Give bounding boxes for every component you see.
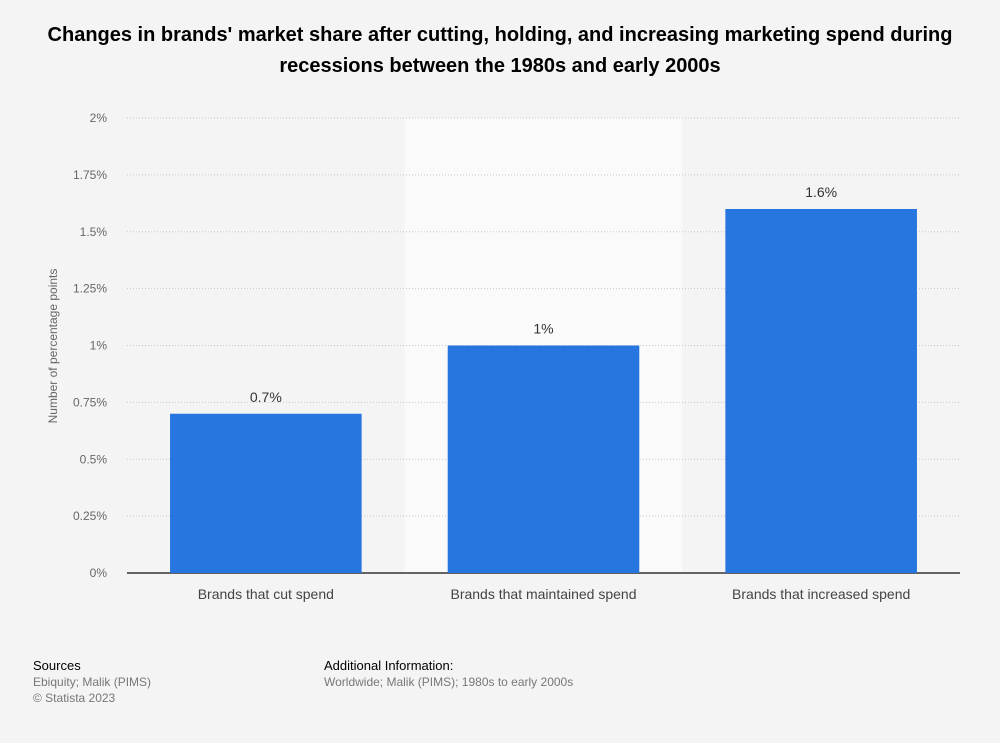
- y-tick-label: 1%: [90, 339, 108, 353]
- data-label: 0.7%: [250, 389, 282, 405]
- chart-title: Changes in brands' market share after cu…: [47, 24, 953, 77]
- bar-chart: 0% 0.25% 0.5% 0.75% 1% 1.25% 1.5% 1.75% 2% 0.7% B…: [46, 111, 960, 602]
- y-tick-label: 0.25%: [73, 509, 107, 523]
- y-tick-label: 0%: [90, 566, 108, 580]
- copyright-text: © Statista 2023: [33, 691, 116, 705]
- bar[interactable]: [170, 413, 362, 573]
- data-label: 1%: [533, 321, 553, 337]
- sources-text: Ebiquity; Malik (PIMS): [33, 675, 152, 689]
- sources-block: Sources Ebiquity; Malik (PIMS) © Statist…: [33, 658, 151, 706]
- y-tick-label: 1.25%: [73, 282, 107, 296]
- additional-info-text: Worldwide; Malik (PIMS); 1980s to early …: [324, 675, 574, 689]
- y-tick-label: 1.75%: [73, 168, 107, 182]
- additional-info-heading: Additional Information:: [324, 658, 454, 673]
- y-tick-label: 1.5%: [80, 225, 108, 239]
- bar-layer: [170, 209, 917, 573]
- x-tick-label: Brands that cut spend: [198, 586, 334, 602]
- sources-heading: Sources: [33, 658, 81, 673]
- additional-info-block: Additional Information: Worldwide; Malik…: [324, 658, 573, 690]
- bar[interactable]: [447, 345, 640, 574]
- y-tick-label: 0.75%: [73, 395, 107, 409]
- x-tick-label: Brands that maintained spend: [450, 586, 636, 602]
- y-tick-label: 0.5%: [80, 452, 108, 466]
- y-tick-label: 2%: [90, 111, 108, 125]
- x-tick-label: Brands that increased spend: [732, 586, 910, 602]
- bar[interactable]: [725, 209, 917, 573]
- y-axis-title: Number of percentage points: [46, 269, 60, 424]
- label-layer: 0.7% Brands that cut spend 1% Brands that m…: [198, 184, 911, 602]
- data-label: 1.6%: [805, 184, 837, 200]
